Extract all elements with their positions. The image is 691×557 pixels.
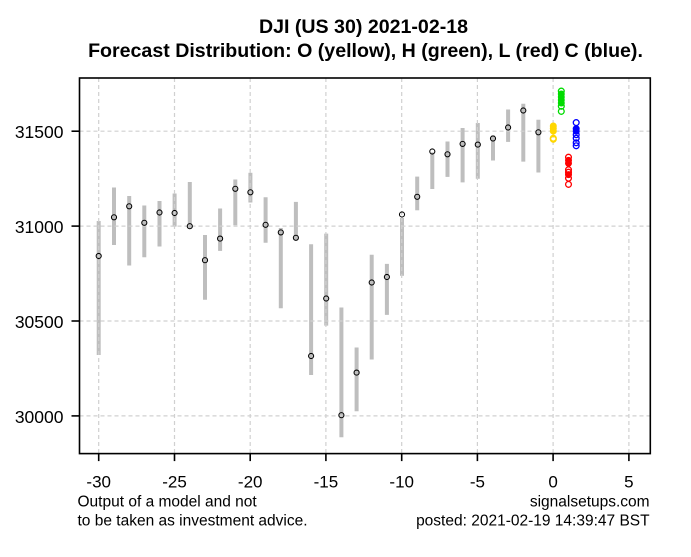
svg-text:30500: 30500 — [15, 312, 64, 332]
svg-text:31500: 31500 — [15, 122, 64, 142]
svg-text:-15: -15 — [314, 473, 339, 492]
svg-text:Forecast Distribution: O (yell: Forecast Distribution: O (yellow), H (gr… — [88, 40, 643, 62]
svg-text:-20: -20 — [238, 473, 263, 492]
svg-text:31000: 31000 — [15, 217, 64, 237]
svg-text:-25: -25 — [162, 473, 187, 492]
svg-text:-5: -5 — [470, 473, 485, 492]
svg-text:0: 0 — [548, 473, 557, 492]
svg-text:posted: 2021-02-19 14:39:47 BS: posted: 2021-02-19 14:39:47 BST — [416, 513, 650, 530]
svg-text:to be taken as investment advi: to be taken as investment advice. — [78, 513, 308, 530]
svg-text:DJI (US 30) 2021-02-18: DJI (US 30) 2021-02-18 — [259, 16, 468, 38]
svg-text:-10: -10 — [389, 473, 414, 492]
svg-text:5: 5 — [624, 473, 633, 492]
svg-text:-30: -30 — [86, 473, 111, 492]
svg-text:Output of a model and not: Output of a model and not — [78, 494, 258, 511]
svg-text:30000: 30000 — [15, 407, 64, 427]
svg-text:signalsetups.com: signalsetups.com — [530, 494, 650, 511]
